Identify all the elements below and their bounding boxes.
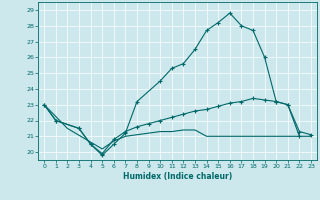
X-axis label: Humidex (Indice chaleur): Humidex (Indice chaleur) [123,172,232,181]
